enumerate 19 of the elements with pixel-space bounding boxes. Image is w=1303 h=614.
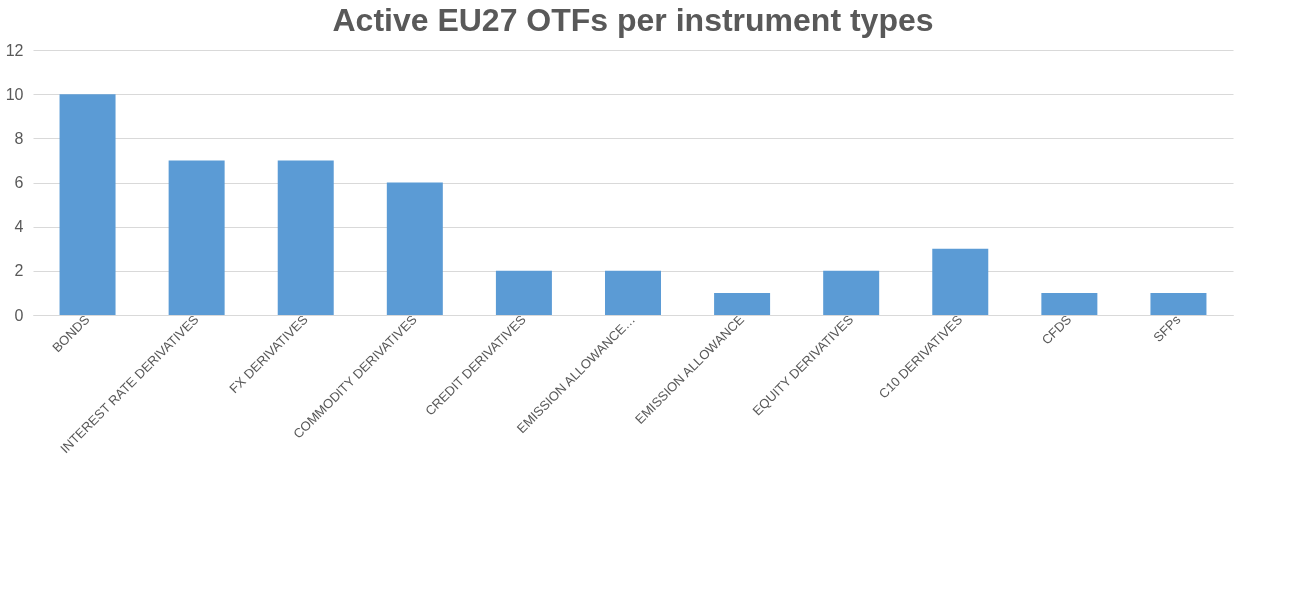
bar bbox=[605, 270, 661, 315]
bar bbox=[932, 248, 989, 315]
bar bbox=[714, 292, 771, 315]
y-tick-label: 4 bbox=[14, 218, 24, 236]
y-tick-label: 6 bbox=[14, 174, 24, 191]
bar bbox=[495, 270, 552, 315]
bar bbox=[1150, 292, 1207, 315]
bar bbox=[59, 94, 116, 315]
y-tick-label: 0 bbox=[14, 306, 24, 324]
y-tick-label: 8 bbox=[14, 129, 24, 147]
bar bbox=[823, 270, 880, 315]
chart-title: Active EU27 OTFs per instrument types bbox=[332, 2, 934, 38]
bar bbox=[1041, 292, 1098, 315]
y-tick-label: 2 bbox=[14, 262, 24, 280]
y-tick-label: 12 bbox=[5, 41, 24, 59]
bar bbox=[277, 160, 334, 315]
bar bbox=[386, 182, 443, 315]
bar bbox=[168, 160, 225, 315]
y-tick-label: 10 bbox=[5, 85, 24, 103]
